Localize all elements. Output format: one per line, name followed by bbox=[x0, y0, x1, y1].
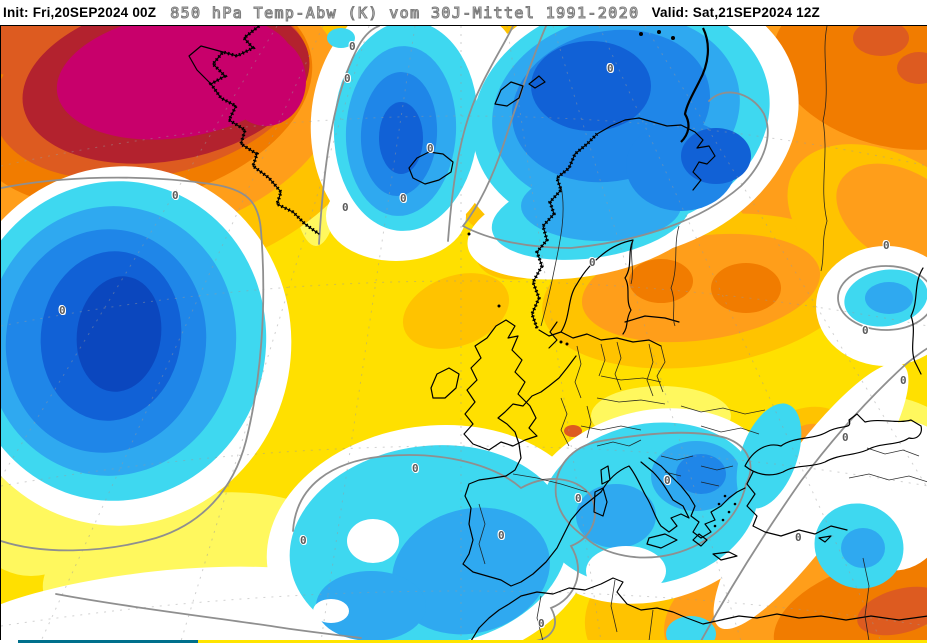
zero-contour-lines bbox=[1, 26, 927, 641]
graticule-lines bbox=[1, 26, 927, 641]
country-borders bbox=[478, 26, 927, 641]
legend-strip-yellow-segment bbox=[198, 640, 927, 643]
sicily-coast bbox=[646, 533, 678, 549]
valid-time: Sat,21SEP2024 12Z bbox=[692, 5, 820, 20]
valid-label: Valid: Sat,21SEP2024 12Z bbox=[651, 5, 820, 20]
iberia-coast bbox=[462, 475, 602, 587]
denmark-coast bbox=[548, 321, 558, 349]
nw-europe-coast bbox=[497, 355, 577, 477]
north-africa-coast bbox=[470, 577, 927, 641]
black-sea-coast bbox=[744, 413, 922, 476]
caspian-coast bbox=[910, 267, 924, 375]
map-svg bbox=[1, 26, 927, 641]
greenland-coast bbox=[210, 26, 320, 235]
init-time: Fri,20SEP2024 00Z bbox=[32, 5, 157, 20]
italy-coast bbox=[600, 461, 690, 533]
init-label: Init: Fri,20SEP2024 00Z bbox=[3, 5, 157, 20]
legend-strip-teal-segment bbox=[18, 640, 198, 643]
balkan-greece-coast bbox=[648, 457, 746, 539]
sardinia-coast bbox=[593, 465, 611, 517]
scandinavia-coast bbox=[531, 117, 716, 329]
great-britain-coast bbox=[463, 319, 538, 451]
legend-strip-cropped bbox=[0, 640, 927, 643]
turkey-coast bbox=[746, 471, 848, 537]
svalbard-coast bbox=[494, 75, 546, 107]
ireland-coast bbox=[430, 367, 460, 399]
chart-title: 850 hPa Temp-Abw (K) vom 30J-Mittel 1991… bbox=[170, 3, 640, 22]
coastlines bbox=[188, 26, 927, 641]
iceland-coast bbox=[408, 151, 454, 185]
chart-header: Init: Fri,20SEP2024 00Z 850 hPa Temp-Abw… bbox=[0, 0, 927, 25]
